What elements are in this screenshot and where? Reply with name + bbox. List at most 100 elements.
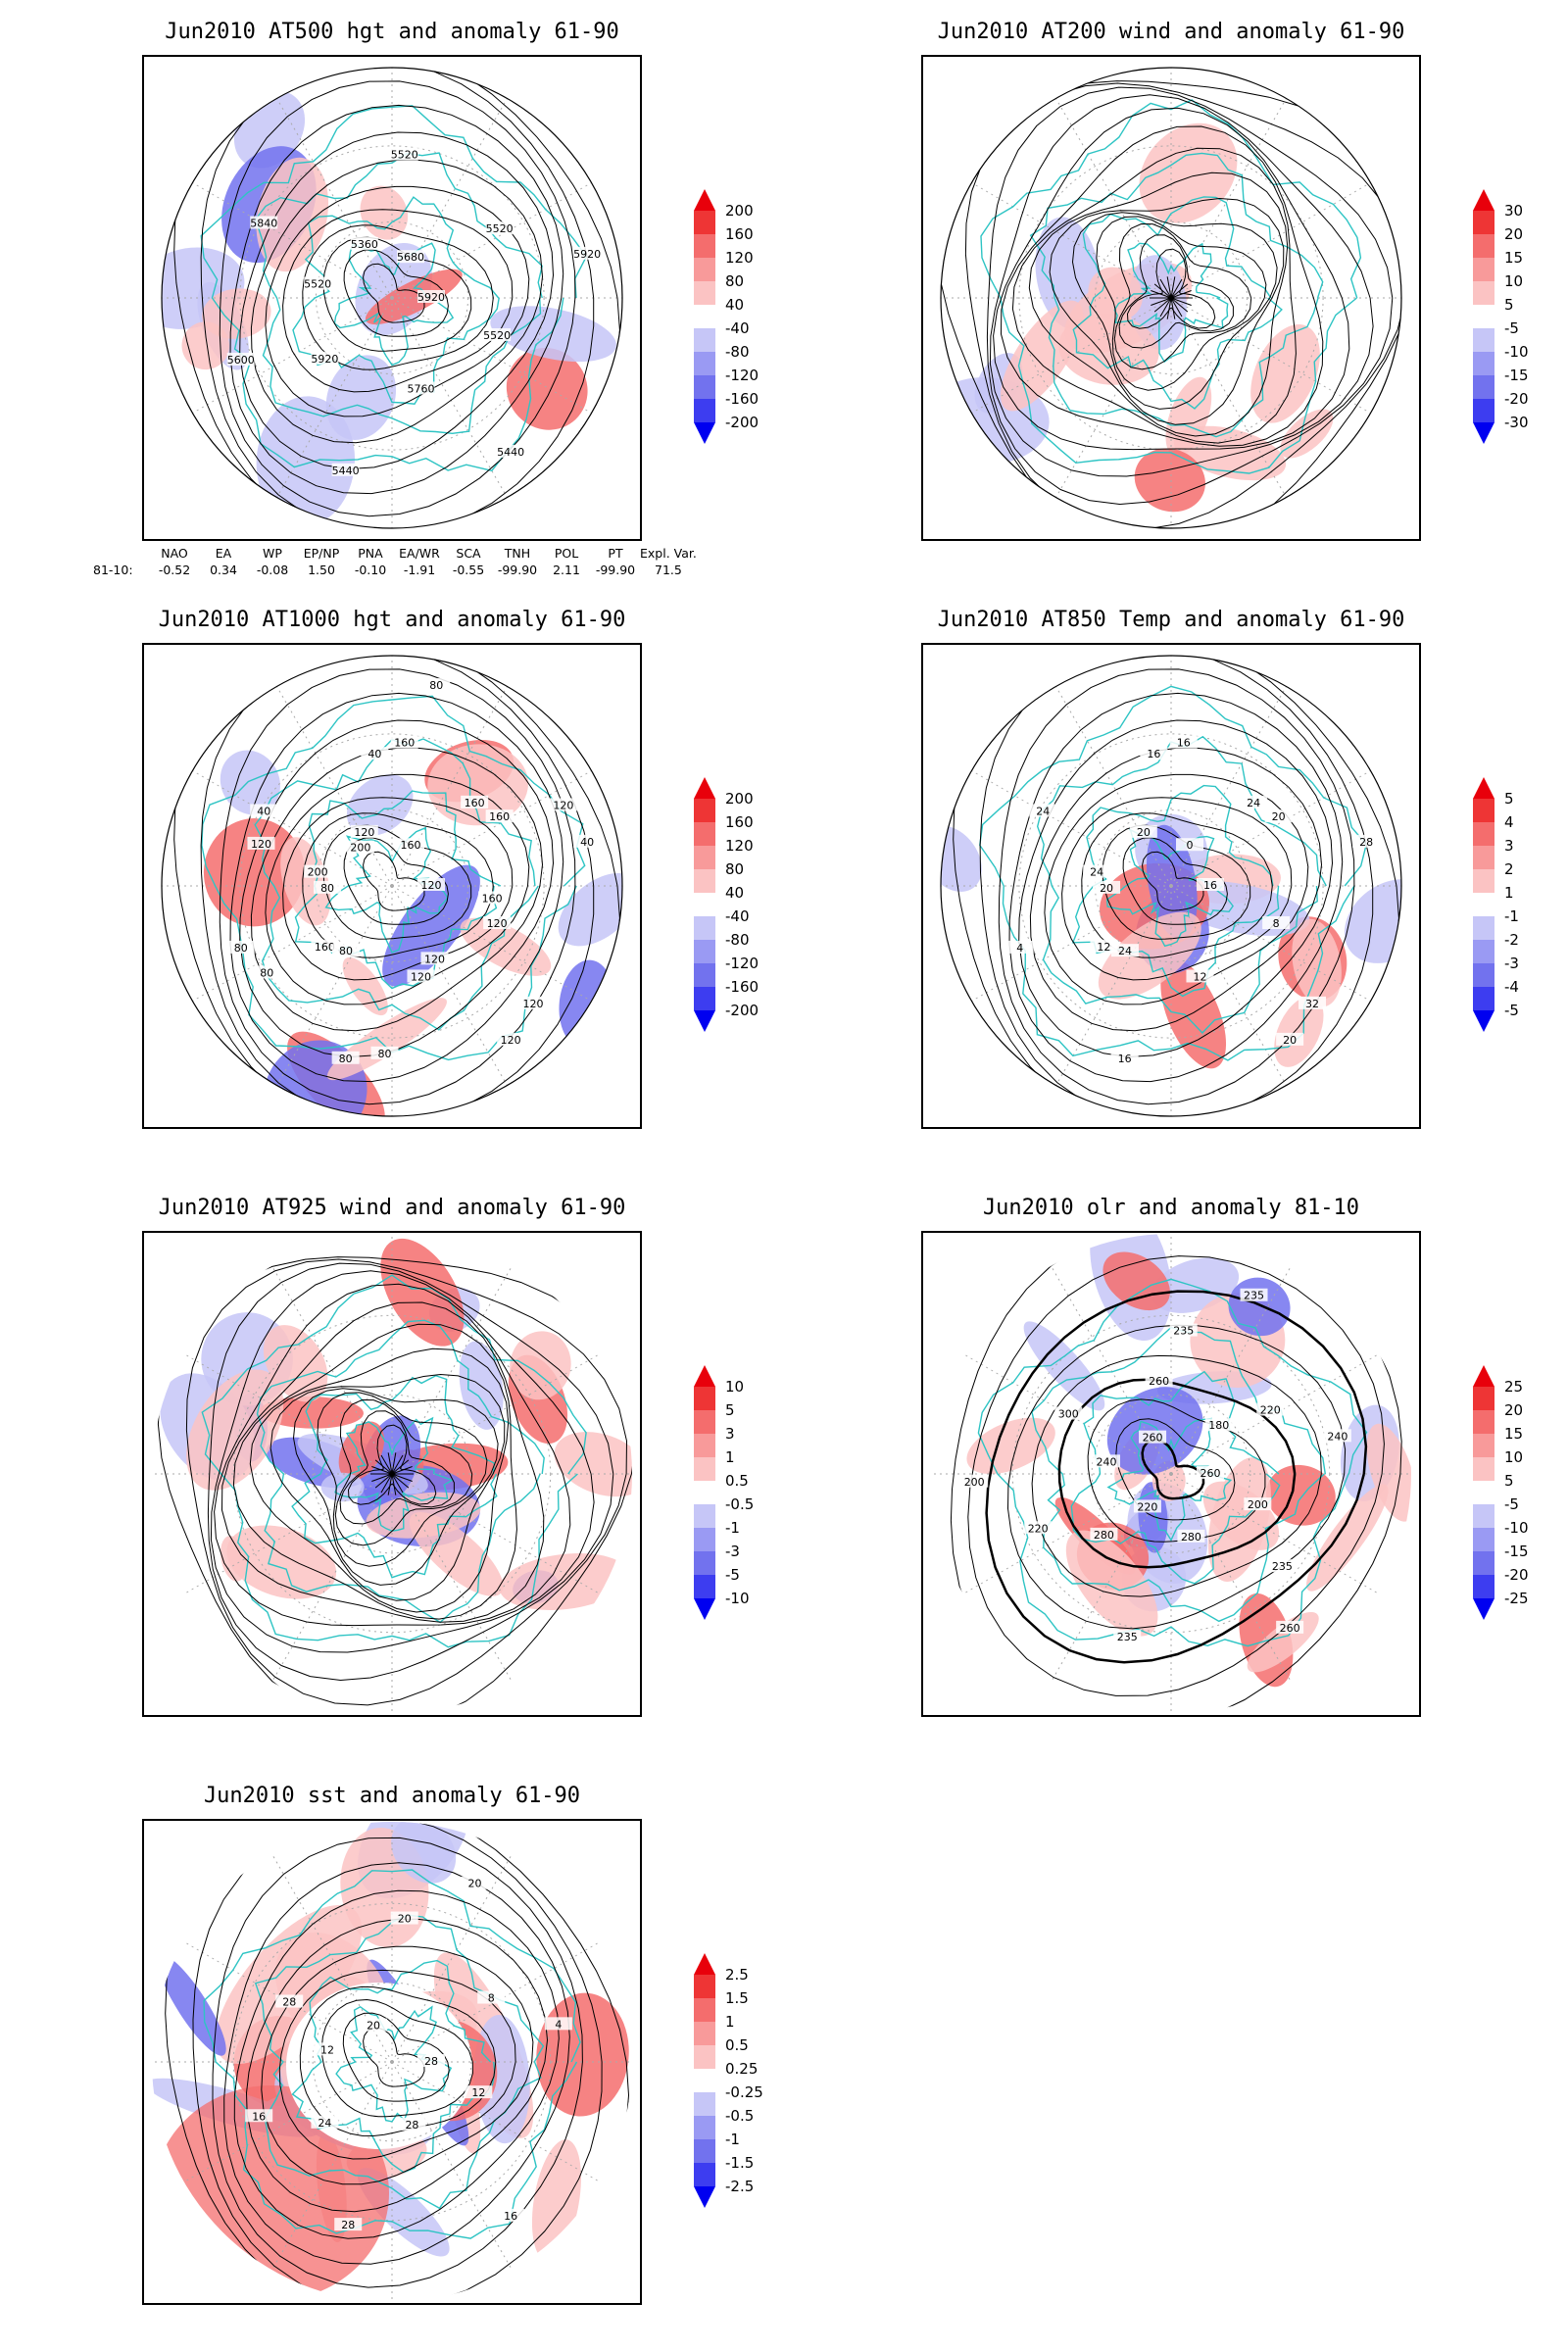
contour-label: 5920 — [417, 291, 445, 304]
pole-streamline — [1166, 276, 1172, 299]
contour-label: 24 — [1247, 797, 1260, 809]
coastline — [335, 2005, 453, 2123]
anomaly-region — [1058, 314, 1159, 385]
anomaly-region — [1366, 1423, 1411, 1522]
map-at850-temp: 16 12 16 20 24 20 16 20 8 4 0 12 24 28 24 16 32 20 24 — [921, 643, 1421, 1129]
streamline — [1028, 172, 1289, 437]
colorbar-segment — [1473, 375, 1494, 399]
colorbar-segment — [694, 258, 715, 281]
anomaly-region — [966, 1417, 1055, 1475]
colorbar-segment — [694, 916, 715, 940]
contour-label: 160 — [401, 839, 421, 852]
meridian-line — [183, 2061, 393, 2182]
contour-label: 260 — [1280, 1622, 1300, 1635]
teleconnection-table: NAO EA WP EP/NP PNA EA/WR SCA TNH POL PT… — [93, 545, 697, 578]
tele-row-label: 81-10: — [93, 563, 133, 577]
contour-label: 12 — [1097, 941, 1110, 954]
colorbar-segment — [694, 211, 715, 234]
tele-value: 1.50 — [308, 563, 335, 577]
streamline — [214, 1283, 571, 1627]
colorbar-tick-label: -80 — [725, 931, 750, 949]
contour-label: 20 — [1272, 810, 1286, 823]
contour-line — [1081, 812, 1273, 958]
streamline — [339, 1410, 455, 1525]
pole-streamline — [391, 1473, 410, 1489]
tele-header: EA — [215, 546, 232, 561]
streamline — [986, 86, 1394, 506]
pole-streamline — [1159, 297, 1172, 318]
colorbar-tick-label: -5 — [725, 1566, 740, 1584]
anomaly-region — [346, 774, 414, 836]
tele-header: EP/NP — [303, 546, 340, 561]
colorbar-tick-label: -80 — [725, 343, 750, 361]
colorbar-tick-label: 10 — [1504, 272, 1524, 290]
latitude-circle — [232, 1314, 552, 1634]
coastline — [256, 1319, 545, 1624]
anomaly-region — [280, 837, 331, 926]
tele-value: -0.08 — [256, 563, 289, 577]
colorbar-tick-label: 30 — [1504, 202, 1524, 220]
colorbar-tick-label: 160 — [725, 813, 754, 831]
contour-line — [212, 1837, 583, 2288]
contour-line — [239, 719, 555, 1058]
anomaly-region — [559, 959, 614, 1049]
colorbar-tick-label: -3 — [725, 1543, 740, 1560]
anomaly-region — [1250, 323, 1320, 423]
colorbar-tick-label: -4 — [1504, 978, 1519, 996]
contour-label: 5520 — [486, 222, 514, 235]
colorbar-tick-label: -2.5 — [725, 2178, 755, 2195]
contour-label: 235 — [1117, 1631, 1138, 1643]
anomaly-region — [1306, 1484, 1389, 1592]
colorbar-tick-label: -5 — [1504, 1495, 1519, 1513]
colorbar-segment — [694, 1481, 715, 1504]
contour-line — [250, 747, 544, 1032]
contour-line — [1122, 837, 1228, 925]
colorbar-max-arrow — [694, 1953, 715, 1975]
colorbar-tick-label: 120 — [725, 837, 754, 855]
colorbar-segment — [1473, 1387, 1494, 1410]
contour-line — [1044, 773, 1309, 1005]
streamline — [220, 1301, 545, 1623]
contour-label: 240 — [1327, 1430, 1348, 1443]
tele-header-row: NAO EA WP EP/NP PNA EA/WR SCA TNH POL PT… — [93, 545, 697, 562]
latitude-circle — [1018, 733, 1324, 1039]
colorbar-tick-label: 5 — [1504, 296, 1514, 314]
contour-line — [343, 837, 449, 925]
streamline — [292, 1388, 499, 1586]
contour-line — [985, 1290, 1368, 1664]
colorbar-tick-label: 1 — [725, 1448, 735, 1466]
contour-line — [219, 668, 576, 1105]
colorbar: 25 20 15 10 5 -5 -10 -15 -20 -25 — [1465, 1365, 1568, 1659]
anomaly-region — [157, 1954, 226, 2056]
anomaly-region — [1134, 448, 1205, 513]
contour-line — [229, 692, 564, 1083]
contour-line — [1029, 747, 1323, 1032]
colorbar-segment — [694, 1975, 715, 1998]
colorbar-tick-label: 200 — [725, 202, 754, 220]
streamline — [210, 1270, 595, 1653]
pole-streamline — [391, 1473, 397, 1495]
contour-label: 4 — [555, 2018, 562, 2031]
contour-label: 5520 — [483, 329, 511, 342]
colorbar-tick-label: -20 — [1504, 390, 1529, 408]
colorbar-max-arrow — [1473, 777, 1494, 799]
latitude-circle — [312, 1982, 472, 2142]
colorbar-tick-label: -120 — [725, 955, 760, 972]
colorbar-segment — [1473, 1457, 1494, 1481]
colorbar-tick-label: -160 — [725, 390, 760, 408]
map-olr: 260 280 235 260 240 220 235 260 200 220 235 280 300 2… — [921, 1231, 1421, 1717]
colorbar-segment — [1473, 1504, 1494, 1528]
latitude-circle — [1018, 145, 1324, 451]
anomaly-region — [941, 825, 982, 892]
colorbar-tick-label: -20 — [1504, 1566, 1529, 1584]
map-content — [941, 68, 1401, 528]
contour-label: 120 — [411, 970, 431, 983]
contour-label: 120 — [487, 917, 508, 930]
colorbar: 2.5 1.5 1 0.5 0.25 -0.25 -0.5 -1 -1.5 -2.5 — [686, 1953, 813, 2247]
pole-streamline — [1153, 283, 1172, 299]
contour-label: 20 — [1283, 1034, 1297, 1047]
pole-streamline — [387, 1473, 393, 1495]
meridian-line — [962, 1353, 1172, 1475]
streamline — [989, 94, 1374, 477]
anomaly-region — [325, 355, 397, 440]
